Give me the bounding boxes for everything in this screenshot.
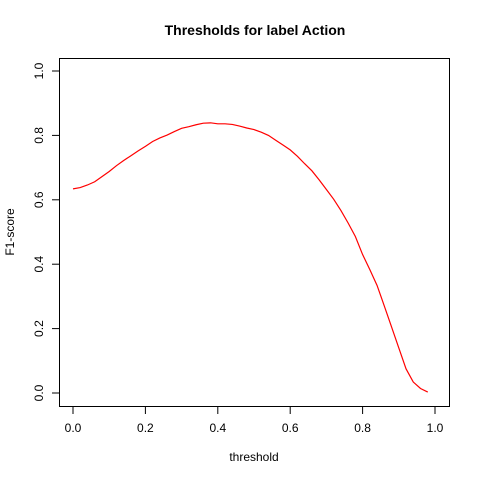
- x-axis: 0.0 0.2 0.4 0.6 0.8 1.0: [65, 407, 444, 435]
- y-axis: 0.0 0.2 0.4 0.6 0.8 1.0: [32, 62, 59, 401]
- y-tick-label: 0.4: [32, 256, 46, 273]
- plot-frame: [59, 58, 450, 407]
- x-tick-label: 0.2: [137, 421, 154, 435]
- x-tick-label: 0.8: [354, 421, 371, 435]
- y-tick-label: 0.0: [32, 384, 46, 401]
- x-tick-label: 0.0: [65, 421, 82, 435]
- x-axis-label: threshold: [229, 450, 278, 464]
- chart-title: Thresholds for label Action: [165, 22, 346, 38]
- y-tick-label: 1.0: [32, 62, 46, 79]
- series-layer: [72, 122, 429, 393]
- y-tick-label: 0.6: [32, 191, 46, 208]
- x-tick-label: 0.6: [282, 421, 299, 435]
- f1-score-line: [72, 122, 429, 393]
- y-tick-label: 0.2: [32, 320, 46, 337]
- y-tick-label: 0.8: [32, 127, 46, 144]
- x-tick-label: 0.4: [209, 421, 226, 435]
- y-axis-label: F1-score: [3, 208, 17, 256]
- x-tick-label: 1.0: [427, 421, 444, 435]
